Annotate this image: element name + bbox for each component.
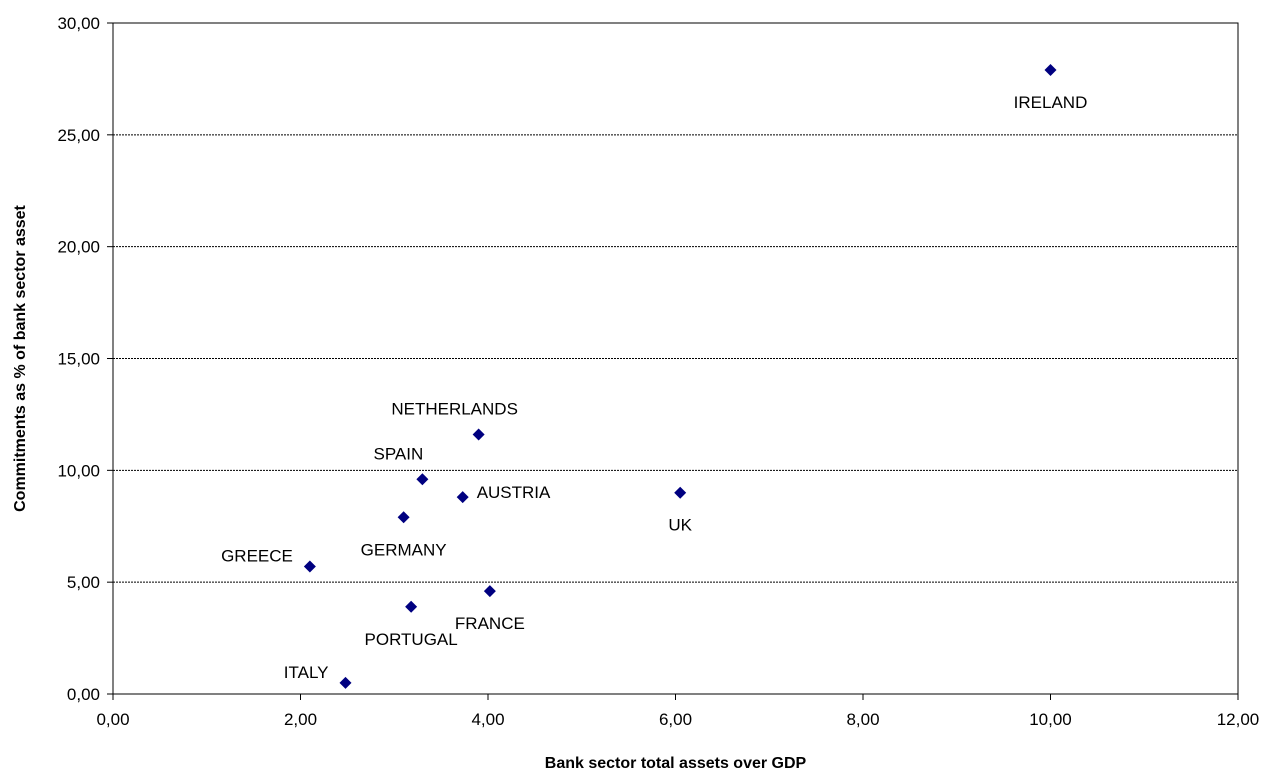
y-tick-label: 0,00: [67, 685, 100, 704]
y-tick-label: 20,00: [57, 238, 100, 257]
point-label-austria: AUSTRIA: [477, 483, 551, 502]
x-tick-label: 12,00: [1217, 710, 1260, 729]
point-label-netherlands: NETHERLANDS: [391, 400, 518, 419]
y-axis-title: Commitments as % of bank sector asset: [12, 204, 29, 511]
point-label-germany: GERMANY: [361, 540, 447, 559]
y-tick-label: 30,00: [57, 14, 100, 33]
data-point-uk: [674, 486, 687, 499]
data-point-greece: [303, 560, 316, 573]
x-tick-label: 8,00: [846, 710, 879, 729]
data-point-netherlands: [472, 428, 485, 441]
point-label-ireland: IRELAND: [1014, 93, 1088, 112]
y-tick-label: 10,00: [57, 461, 100, 480]
x-tick-label: 10,00: [1029, 710, 1072, 729]
point-label-france: FRANCE: [455, 614, 525, 633]
data-points: IRELAND NETHERLANDS SPAIN AUSTRIA UK GERMANY G…: [221, 63, 1088, 689]
y-tick-label: 25,00: [57, 126, 100, 145]
x-tick-label: 2,00: [284, 710, 317, 729]
x-tick-label: 6,00: [659, 710, 692, 729]
x-tick-label: 0,00: [96, 710, 129, 729]
data-point-austria: [456, 491, 469, 504]
y-tick-label: 15,00: [57, 350, 100, 369]
point-label-spain: SPAIN: [373, 444, 423, 463]
x-axis-title: Bank sector total assets over GDP: [545, 755, 807, 771]
point-label-italy: ITALY: [284, 663, 329, 682]
point-label-greece: GREECE: [221, 547, 293, 566]
x-tick-label: 4,00: [471, 710, 504, 729]
data-point-italy: [339, 676, 352, 689]
data-point-france: [483, 585, 496, 598]
gridlines: [113, 134, 1238, 583]
data-point-spain: [416, 473, 429, 486]
y-tick-label: 5,00: [67, 573, 100, 592]
data-point-portugal: [405, 600, 418, 613]
axis-ticks: 0,00 5,00 10,00 15,00 20,00 25,00 30,00 0,00 2,0…: [57, 14, 1259, 729]
point-label-portugal: PORTUGAL: [365, 630, 458, 649]
point-label-uk: UK: [668, 516, 692, 535]
data-point-ireland: [1044, 63, 1057, 76]
data-point-germany: [397, 511, 410, 524]
